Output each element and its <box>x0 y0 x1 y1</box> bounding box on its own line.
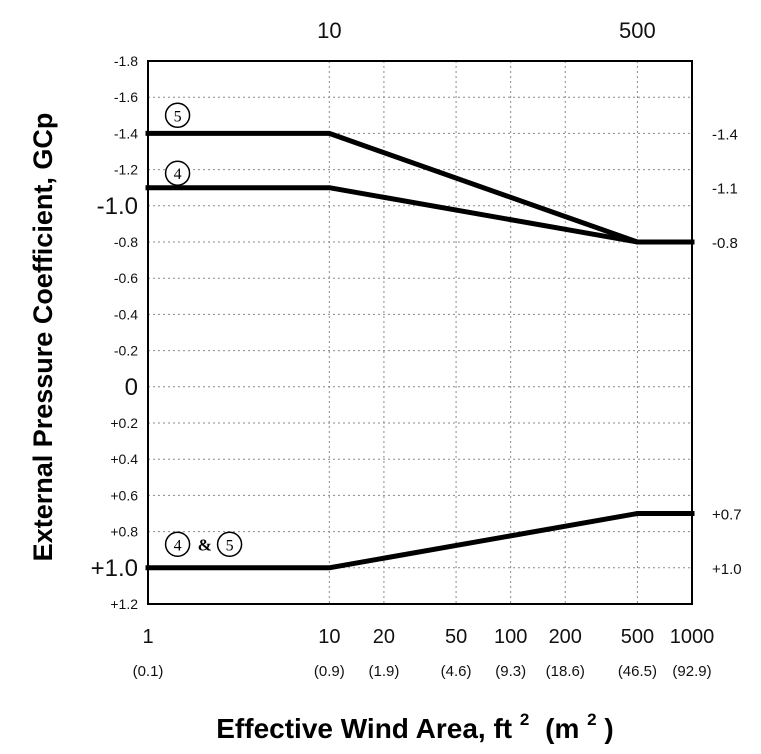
zone-circle <box>164 102 191 129</box>
y-tick-label: -0.8 <box>114 234 138 250</box>
x-tick-label: 20 <box>373 626 395 648</box>
series-line-zone-4-and-5 <box>145 511 695 571</box>
y-tick-label: -0.2 <box>114 343 138 359</box>
y-tick-label: +1.2 <box>110 596 138 612</box>
x-axis-title-metric: (m <box>545 713 579 744</box>
end-value-label: +1.0 <box>712 561 742 578</box>
x-tick-label: 1000 <box>670 626 715 648</box>
y-axis-title: External Pressure Coefficient, GCp <box>28 113 58 562</box>
zone-circle <box>164 160 191 186</box>
x-tick-sublabel: (0.9) <box>314 663 345 680</box>
end-value-label: +0.7 <box>712 507 742 524</box>
y-tick-label: -0.4 <box>114 306 138 322</box>
series-line-zone-4 <box>145 185 695 245</box>
end-value-label: -0.8 <box>712 235 738 252</box>
y-tick-label: -1.0 <box>97 193 138 220</box>
x-tick-labels: 1 (0.1) 10 (0.9) 20 (1.9) 50 (4.6) 100 (9.3) 200 (1… <box>133 626 715 680</box>
x-tick-label: 50 <box>445 626 467 648</box>
x-axis-title-sup: 2 <box>520 710 529 729</box>
zone-label-4-5: 4 & 5 <box>164 531 243 558</box>
x-axis-title-close: ) <box>604 713 613 744</box>
series-group <box>145 130 695 571</box>
zone-circle <box>164 531 191 558</box>
zone-number: 5 <box>174 108 182 125</box>
x-tick-sublabel: (18.6) <box>546 663 585 680</box>
x-tick-label: 10 <box>318 626 340 648</box>
x-axis-title-metric-sup: 2 <box>587 710 596 729</box>
x-tick-sublabel: (0.1) <box>133 663 164 680</box>
x-tick-label: 1 <box>142 626 153 648</box>
zone-labels: 544 & 5 <box>164 102 243 558</box>
y-tick-label: -1.6 <box>114 89 138 105</box>
top-tick-label: 10 <box>317 18 341 43</box>
y-tick-label: -1.4 <box>114 125 138 141</box>
x-tick-sublabel: (9.3) <box>495 663 526 680</box>
end-value-labels: -1.4 -1.1 -0.8 +0.7 +1.0 <box>712 126 742 577</box>
x-tick-sublabel: (1.9) <box>368 663 399 680</box>
y-tick-labels: -1.8 -1.6 -1.4 -1.2 -1.0 -0.8 -0.6 -0.4 -0.2 0 +0.… <box>91 53 139 612</box>
x-tick-label: 500 <box>621 626 654 648</box>
y-tick-label: +0.2 <box>110 415 138 431</box>
y-tick-label: +0.6 <box>110 487 138 503</box>
x-tick-label: 200 <box>549 626 582 648</box>
x-tick-label: 100 <box>494 626 527 648</box>
grid <box>147 60 693 605</box>
top-tick-label: 500 <box>619 18 656 43</box>
end-value-label: -1.4 <box>712 126 738 143</box>
zone-number: 5 <box>226 537 234 554</box>
x-tick-sublabel: (4.6) <box>441 663 472 680</box>
zone-label-5: 5 <box>164 102 191 129</box>
y-tick-label: -1.2 <box>114 162 138 178</box>
x-tick-sublabel: (92.9) <box>672 663 711 680</box>
top-tick-labels: 10 500 <box>317 18 656 43</box>
end-value-label: -1.1 <box>712 181 738 198</box>
zone-number: 4 <box>174 166 182 183</box>
x-axis-title-main: Effective Wind Area, ft <box>216 713 512 744</box>
y-tick-label: -1.8 <box>114 53 138 69</box>
y-tick-label: +1.0 <box>91 555 138 582</box>
zone-circle <box>216 531 243 558</box>
y-tick-label: 0 <box>125 374 138 401</box>
y-tick-label: +0.8 <box>110 524 138 540</box>
zone-ampersand: & <box>198 535 212 554</box>
x-axis-title: Effective Wind Area, ft 2 (m 2 ) <box>216 700 614 744</box>
zone-label-4: 4 <box>164 160 191 186</box>
plot-frame <box>147 60 693 605</box>
y-tick-label: -0.6 <box>114 270 138 286</box>
x-tick-sublabel: (46.5) <box>618 663 657 680</box>
zone-number: 4 <box>174 537 182 554</box>
y-tick-label: +0.4 <box>110 451 138 467</box>
